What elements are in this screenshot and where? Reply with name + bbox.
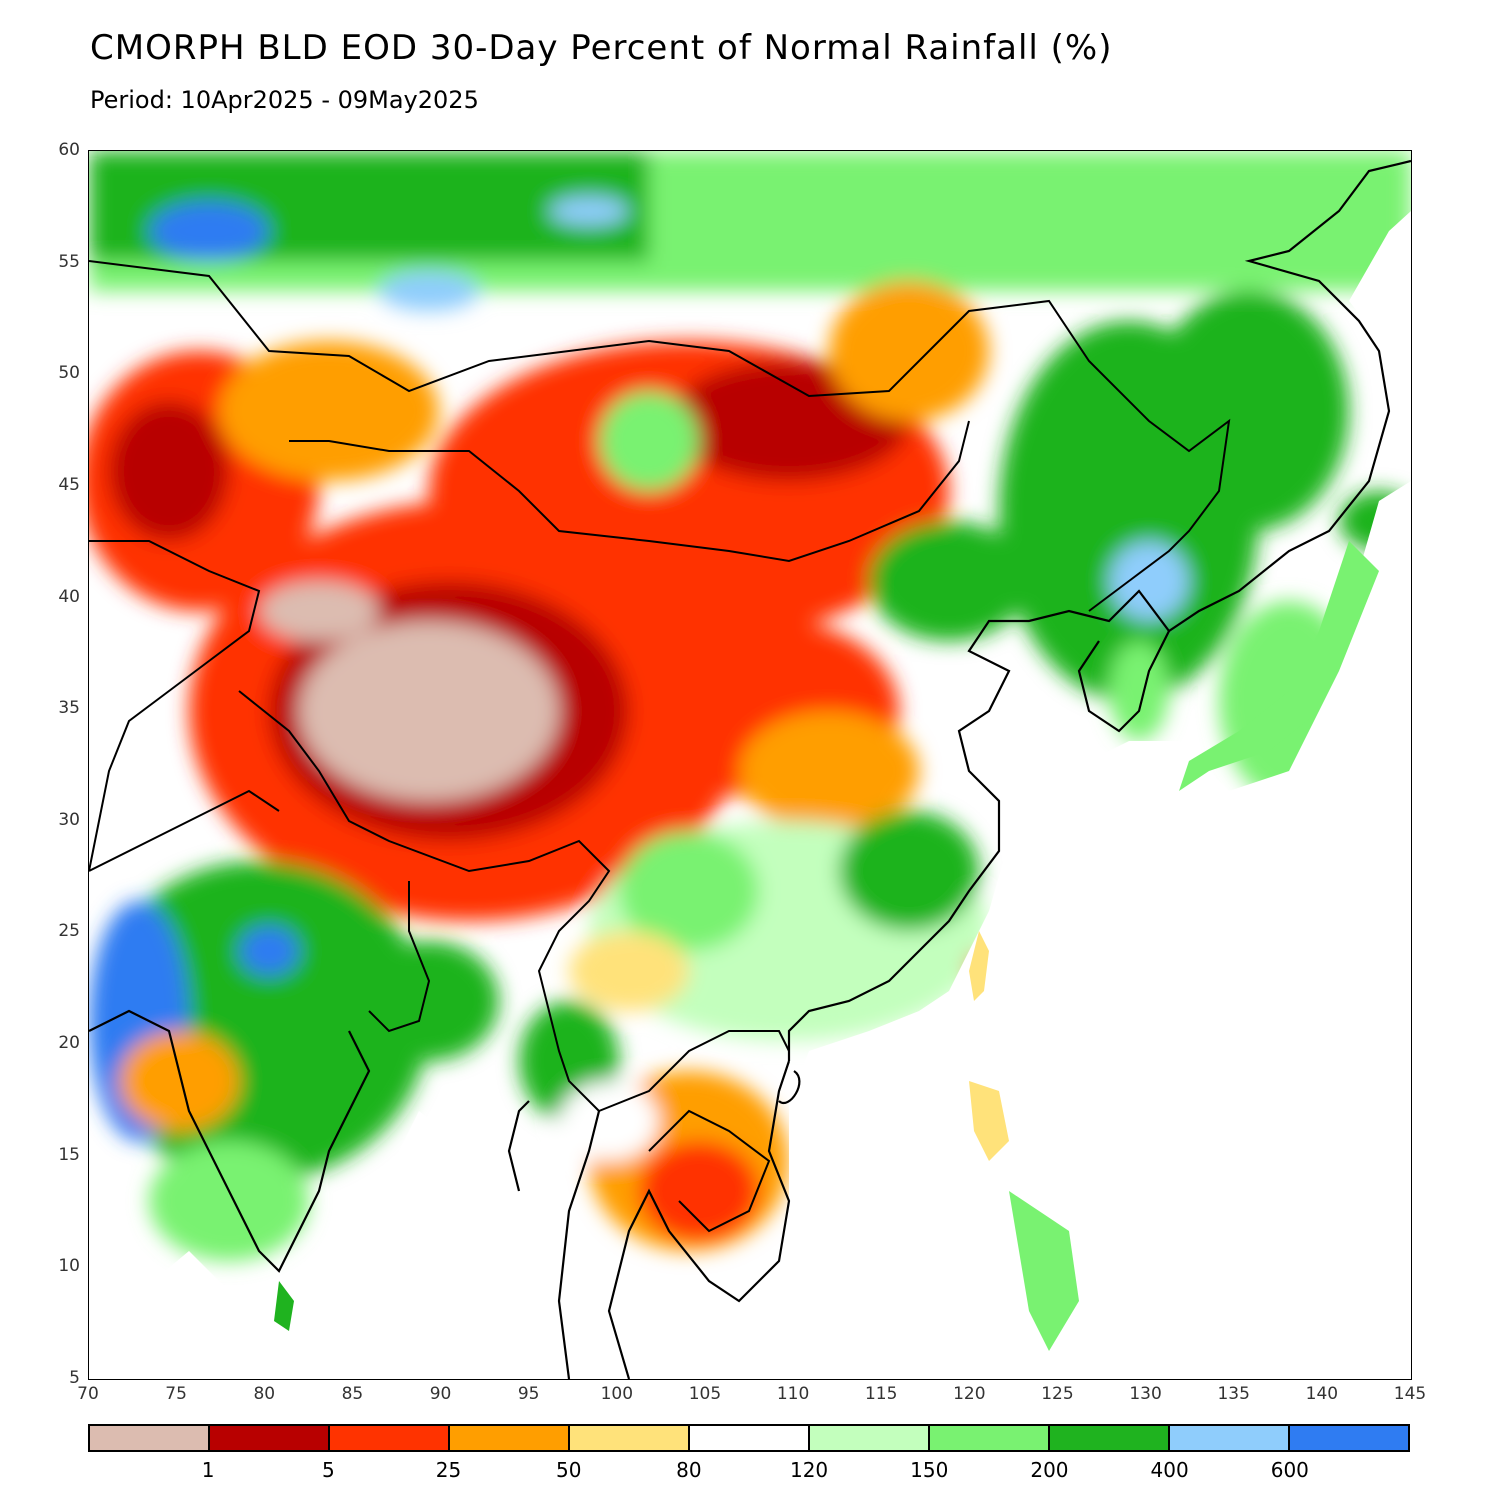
colorbar-swatch	[690, 1426, 810, 1450]
colorbar-swatch	[1170, 1426, 1290, 1450]
lon-tick-label: 115	[864, 1384, 898, 1404]
colorbar-label: 80	[676, 1458, 702, 1482]
lat-tick-label: 35	[58, 698, 80, 719]
lat-tick-label: 40	[58, 586, 80, 607]
lat-tick-label: 15	[58, 1144, 80, 1165]
lon-tick-label: 85	[341, 1384, 364, 1404]
lon-tick-label: 125	[1041, 1384, 1074, 1404]
colorbar-label: 150	[910, 1458, 949, 1482]
lon-tick-label: 110	[776, 1384, 810, 1404]
colorbar-label: 1	[201, 1458, 215, 1482]
lat-tick-label: 20	[58, 1033, 80, 1054]
map-title: CMORPH BLD EOD 30-Day Percent of Normal …	[90, 28, 1113, 68]
colorbar-label: 5	[321, 1458, 335, 1482]
rainfall-map	[89, 151, 1411, 1379]
coastlines	[89, 159, 1411, 1379]
lon-tick-label: 90	[429, 1384, 452, 1404]
colorbar-label: 50	[555, 1458, 582, 1482]
colorbar-swatch	[930, 1426, 1050, 1450]
colorbar-label: 25	[435, 1458, 462, 1482]
colorbar-swatch	[210, 1426, 330, 1450]
colorbar-swatch	[1290, 1426, 1408, 1450]
lon-tick-label: 140	[1305, 1384, 1339, 1404]
lon-tick-label: 130	[1129, 1384, 1162, 1404]
lon-tick-label: 75	[165, 1384, 187, 1404]
colorbar-label: 120	[789, 1458, 829, 1482]
lon-tick-label: 120	[953, 1384, 986, 1404]
colorbar-swatch	[90, 1426, 210, 1450]
lon-tick-label: 105	[688, 1384, 722, 1404]
colorbar-label: 400	[1150, 1458, 1189, 1482]
lon-tick-label: 145	[1393, 1384, 1427, 1404]
lat-tick-label: 30	[58, 809, 80, 830]
country-borders	[89, 260, 1231, 1233]
colorbar-legend	[88, 1424, 1410, 1452]
lon-tick-label: 70	[77, 1384, 99, 1404]
colorbar-label: 600	[1270, 1458, 1309, 1482]
ocean-mask	[89, 211, 1411, 1379]
colorbar-label: 200	[1030, 1458, 1069, 1482]
lon-tick-label: 100	[600, 1384, 634, 1404]
lon-tick-label: 135	[1217, 1384, 1250, 1404]
lat-tick-label: 25	[58, 921, 80, 942]
colorbar-swatch	[330, 1426, 450, 1450]
map-plot-area	[88, 150, 1412, 1380]
lat-tick-label: 55	[58, 251, 80, 272]
colorbar-swatch	[450, 1426, 570, 1450]
period-subtitle: Period: 10Apr2025 - 09May2025	[90, 86, 479, 114]
lon-tick-label: 80	[253, 1384, 276, 1404]
lat-tick-label: 5	[69, 1368, 80, 1388]
colorbar-swatch	[570, 1426, 690, 1450]
lat-tick-label: 60	[58, 140, 80, 160]
lat-tick-label: 10	[58, 1256, 80, 1277]
colorbar-swatch	[810, 1426, 930, 1450]
island-land	[274, 541, 1379, 1351]
colorbar-swatch	[1050, 1426, 1170, 1450]
lat-tick-label: 45	[58, 474, 80, 495]
lat-tick-label: 50	[58, 363, 80, 384]
lon-tick-label: 95	[517, 1384, 540, 1404]
